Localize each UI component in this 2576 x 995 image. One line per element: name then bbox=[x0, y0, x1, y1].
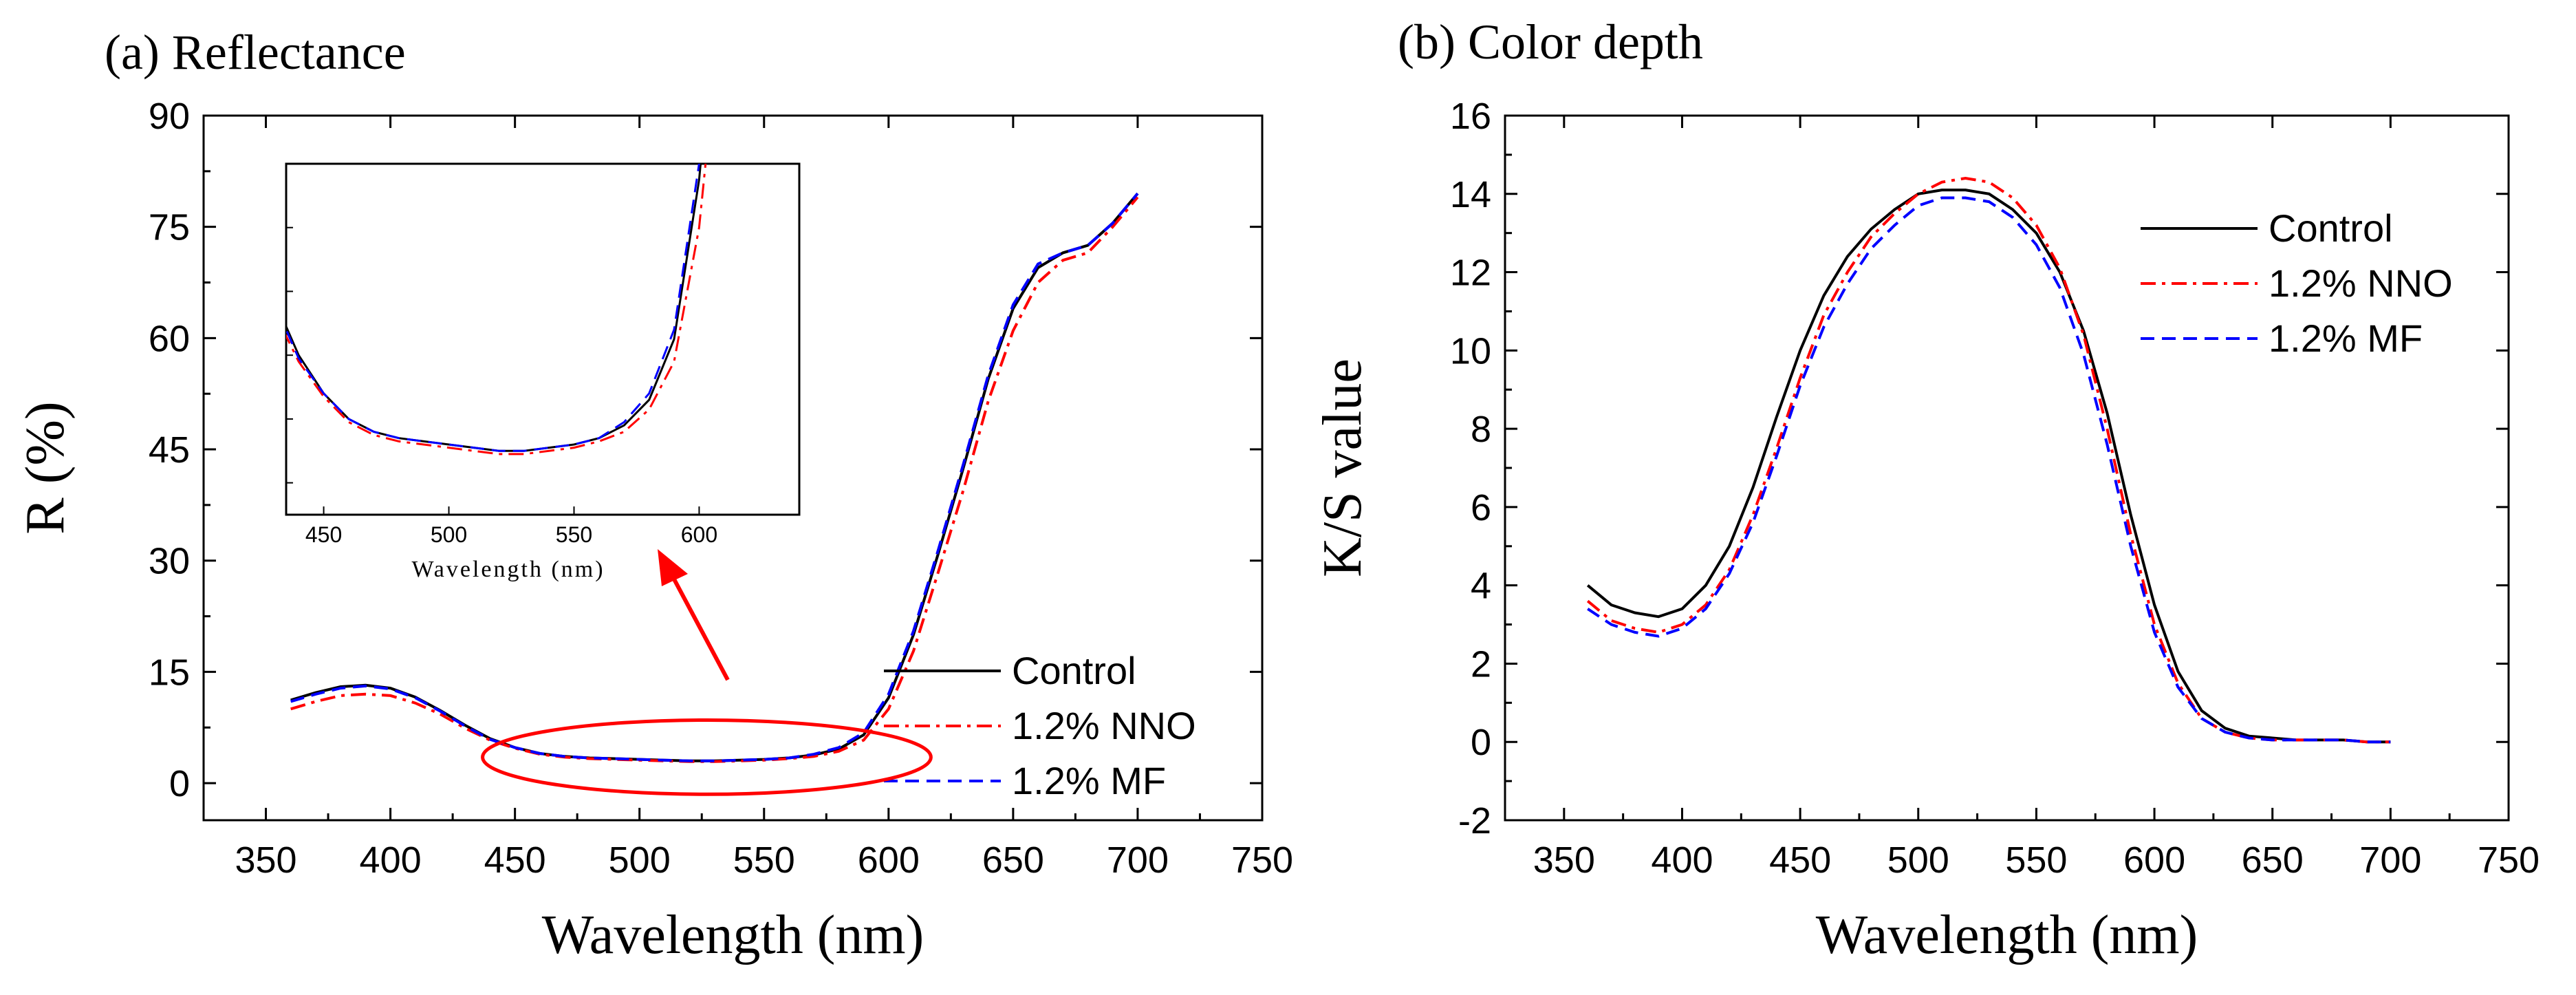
panel-title: (a) Reflectance bbox=[105, 25, 406, 80]
x-axis-label: Wavelength (nm) bbox=[1816, 905, 2198, 965]
y-tick-label: 12 bbox=[1450, 253, 1491, 294]
x-tick-label: 550 bbox=[2005, 839, 2067, 881]
legend-label: 1.2% MF bbox=[1012, 759, 1166, 802]
panel-title: (b) Color depth bbox=[1398, 14, 1703, 69]
y-tick-label: 14 bbox=[1450, 174, 1491, 215]
x-tick-label: 350 bbox=[235, 839, 296, 881]
highlight-ellipse bbox=[481, 718, 933, 796]
legend: Control 1.2% NNO 1.2% MF bbox=[2141, 206, 2453, 360]
y-tick-label: 10 bbox=[1450, 330, 1491, 372]
legend-label: 1.2% MF bbox=[2269, 317, 2423, 360]
x-tick-label: 750 bbox=[1231, 839, 1293, 881]
x-tick-label: 400 bbox=[360, 839, 422, 881]
series-line-1-2-nno bbox=[1586, 176, 2391, 744]
y-axis-label: R (%) bbox=[15, 401, 76, 534]
y-tick-label: 16 bbox=[1450, 96, 1491, 137]
y-tick-label: 6 bbox=[1471, 487, 1491, 528]
legend-label: Control bbox=[1012, 649, 1136, 692]
x-axis-label: Wavelength (nm) bbox=[542, 905, 924, 965]
y-tick-label: 2 bbox=[1471, 643, 1491, 685]
plot-frame bbox=[202, 114, 1264, 822]
inset-x-tick-label: 450 bbox=[305, 522, 342, 547]
x-tick-label: 750 bbox=[2478, 839, 2540, 881]
x-tick-label: 400 bbox=[1651, 839, 1713, 881]
y-tick-label: 75 bbox=[149, 207, 190, 248]
x-tick-label: 700 bbox=[2359, 839, 2421, 881]
legend-label: 1.2% NNO bbox=[2269, 261, 2453, 305]
inset-frame bbox=[285, 162, 801, 516]
legend-label: 1.2% NNO bbox=[1012, 704, 1196, 747]
x-tick-label: 700 bbox=[1107, 839, 1169, 881]
inset-x-tick-label: 550 bbox=[556, 522, 592, 547]
y-tick-label: 0 bbox=[169, 763, 190, 804]
zoom-arrow bbox=[671, 575, 730, 681]
x-tick-label: 450 bbox=[484, 839, 546, 881]
series-line-1-2-mf bbox=[290, 192, 1139, 762]
inset-x-tick-label: 600 bbox=[681, 522, 717, 547]
y-axis-label: K/S value bbox=[1312, 359, 1373, 577]
x-tick-label: 350 bbox=[1533, 839, 1595, 881]
x-tick-label: 500 bbox=[609, 839, 671, 881]
y-tick-label: 0 bbox=[1471, 722, 1491, 763]
inset-x-axis-label: Wavelength (nm) bbox=[411, 557, 605, 582]
y-tick-label: 15 bbox=[149, 652, 190, 693]
inset-series-line-1-2-mf bbox=[286, 164, 700, 452]
inset-plot: 450 500 550 600 Wavelength (nm) bbox=[285, 162, 801, 582]
x-tick-label: 450 bbox=[1769, 839, 1831, 881]
series-line-control bbox=[1586, 189, 2391, 744]
x-tick-label: 550 bbox=[733, 839, 795, 881]
x-tick-label: 500 bbox=[1887, 839, 1949, 881]
series-line-1-2-mf bbox=[1587, 196, 2391, 744]
y-tick-label: -2 bbox=[1458, 800, 1491, 842]
x-tick-label: 600 bbox=[2123, 839, 2185, 881]
x-tick-label: 650 bbox=[2242, 839, 2304, 881]
inset-x-tick-label: 500 bbox=[431, 522, 467, 547]
y-tick-label: 8 bbox=[1471, 409, 1491, 450]
y-tick-label: 45 bbox=[149, 429, 190, 471]
legend-label: Control bbox=[2269, 206, 2393, 250]
y-tick-label: 60 bbox=[149, 318, 190, 359]
inset-series-group bbox=[286, 164, 707, 456]
x-tick-label: 600 bbox=[858, 839, 920, 881]
legend: Control 1.2% NNO 1.2% MF bbox=[884, 649, 1196, 802]
y-tick-label: 30 bbox=[149, 541, 190, 582]
y-tick-label: 90 bbox=[149, 96, 190, 137]
x-tick-label: 650 bbox=[982, 839, 1044, 881]
zoom-arrowhead bbox=[658, 549, 688, 586]
y-tick-label: 4 bbox=[1471, 566, 1491, 607]
panel-b: (b) Color depth 350 400 450 500 550 600 650 700 7… bbox=[1312, 14, 2540, 965]
